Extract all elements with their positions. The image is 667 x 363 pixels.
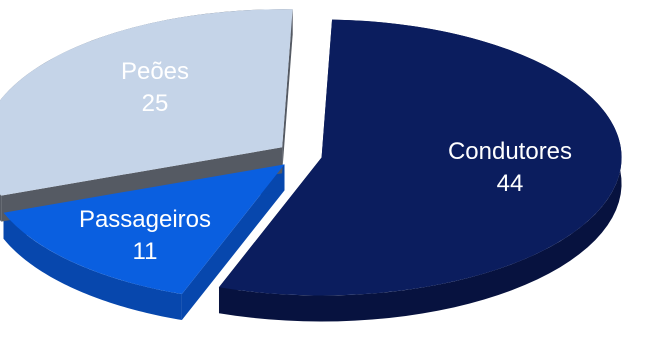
pie-value-condutores: 44 bbox=[497, 170, 524, 197]
pie-value-passageiros: 11 bbox=[133, 238, 158, 265]
pie-slice-wall-passageiros-0 bbox=[181, 164, 285, 321]
pie-label-passageiros: Passageiros bbox=[79, 206, 211, 233]
pie-slice-rim-passageiros bbox=[3, 212, 182, 321]
pie-slice-peoes bbox=[0, 9, 293, 196]
pie-labels: Condutores 44 Passageiros 11 Peões 25 bbox=[79, 58, 572, 265]
pie-value-peoes: 25 bbox=[142, 90, 169, 117]
pie-label-peoes: Peões bbox=[121, 58, 189, 85]
pie-slice-condutores bbox=[218, 19, 622, 296]
pie-label-condutores: Condutores bbox=[448, 138, 572, 165]
pie-slice-wall-peoes-1 bbox=[282, 9, 293, 174]
pie-tops bbox=[0, 9, 622, 296]
pie-slice-passageiros bbox=[3, 164, 285, 295]
